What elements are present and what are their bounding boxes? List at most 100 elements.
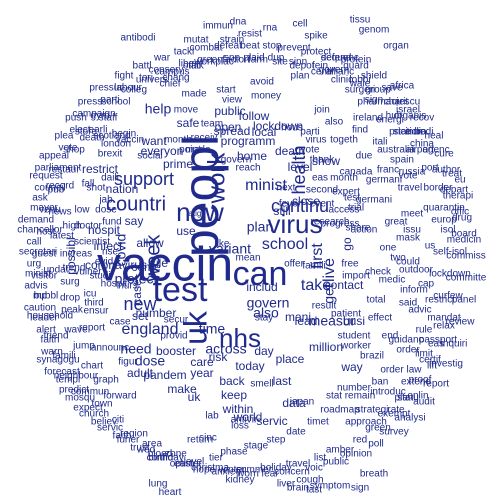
cloud-word: mayor [30, 203, 58, 214]
cloud-word: stage [244, 441, 269, 452]
cloud-word: store [75, 127, 98, 138]
cloud-word: offic [451, 207, 469, 218]
cloud-word: port [421, 163, 438, 174]
cloud-word: secur [164, 315, 189, 326]
cloud-word: icu [84, 289, 97, 300]
cloud-word: zone [165, 449, 187, 460]
cloud-word: tackl [174, 47, 195, 58]
cloud-word: neighbour [54, 371, 99, 382]
cloud-word: fall [82, 179, 95, 190]
cloud-word: loss [231, 421, 249, 432]
cloud-word: cure [434, 149, 454, 160]
cloud-word: vaccin [116, 135, 144, 146]
cloud-word: within [222, 402, 254, 416]
cloud-word: latest [50, 231, 74, 242]
cloud-word: household [27, 311, 73, 322]
cloud-word: prevent [277, 43, 311, 54]
cloud-word: list [314, 453, 326, 464]
cloud-word: event [310, 199, 335, 210]
cloud-word: trial [348, 203, 364, 214]
cloud-word: mosqu [65, 393, 95, 404]
cloud-word: figur [118, 357, 138, 368]
cloud-word: expert [332, 187, 360, 198]
cloud-word: commun [71, 387, 109, 398]
cloud-word: order [396, 345, 420, 356]
cloud-word: europ [431, 215, 457, 226]
cloud-word: brazil [360, 351, 384, 362]
cloud-word: record [46, 181, 74, 192]
cloud-word: chancellor [17, 225, 63, 236]
cloud-word: predict [59, 385, 89, 396]
cloud-word: make [167, 382, 197, 396]
cloud-word: work [203, 152, 230, 205]
cloud-word: border [424, 183, 454, 194]
cloud-word: russia [399, 167, 426, 178]
cloud-word: year [190, 366, 213, 380]
cloud-word: audit [413, 397, 435, 408]
cloud-word: green [197, 55, 223, 66]
cloud-word: red [353, 435, 367, 446]
cloud-word: parti [300, 127, 319, 138]
cloud-word: last [273, 374, 292, 388]
cloud-word: strain [220, 35, 244, 46]
cloud-word: itali [372, 137, 387, 148]
cloud-word: bubbl [34, 291, 58, 302]
cloud-word: research [311, 217, 350, 228]
cloud-word: synagogu [36, 355, 79, 366]
cloud-word: antibodi [120, 33, 155, 44]
cloud-word: fund [102, 217, 121, 228]
cloud-word: end [382, 331, 399, 342]
cloud-word: agenc [422, 145, 449, 156]
cloud-word: price [389, 127, 411, 138]
cloud-word: restrict [82, 162, 119, 176]
cloud-word: plan [247, 219, 273, 235]
cloud-word: certif [419, 355, 441, 366]
cloud-word: fight [115, 71, 134, 82]
cloud-word: day [254, 344, 273, 358]
cloud-word: show [312, 154, 340, 168]
cloud-word: kidney [226, 475, 255, 486]
cloud-word: protect [115, 271, 158, 287]
cloud-word: rate [387, 405, 405, 416]
cloud-word: medic [379, 275, 406, 286]
cloud-word: servic [97, 423, 123, 434]
cloud-word: surg [60, 277, 79, 288]
cloud-word: plan [395, 393, 414, 404]
cloud-word: save [381, 83, 403, 94]
cloud-word: world [233, 410, 263, 424]
cloud-word: call [26, 237, 41, 248]
cloud-word: treat [442, 169, 462, 180]
cloud-word: guidanc [388, 335, 423, 346]
cloud-word: adult [127, 366, 154, 380]
cloud-word: timet [307, 417, 329, 428]
cloud-word: worker [340, 341, 372, 352]
cloud-word: plan [291, 71, 310, 82]
cloud-word: vulner [74, 267, 102, 278]
cloud-word: request [29, 171, 63, 182]
cloud-word: spike [304, 31, 328, 42]
cloud-word: patient [331, 309, 361, 320]
cloud-word: cap [418, 279, 435, 290]
cloud-word: cell [292, 19, 307, 30]
cloud-word: factori [222, 55, 249, 66]
cloud-word: jump [72, 341, 95, 352]
cloud-word: togeth [330, 135, 358, 146]
cloud-word: share [345, 223, 370, 234]
cloud-word: liver [277, 479, 296, 490]
cloud-word: hub [386, 111, 403, 122]
cloud-word: test [344, 193, 360, 204]
cloud-word: blood [148, 449, 172, 460]
cloud-word: progress [321, 219, 360, 230]
cloud-word: health [289, 145, 309, 194]
cloud-word: now [176, 197, 224, 227]
cloud-word: restaur [48, 165, 80, 176]
cloud-word: alert [36, 325, 56, 336]
cloud-word: liber [179, 59, 199, 70]
cloud-word: place [276, 352, 305, 366]
cloud-word: outdoor [399, 265, 434, 276]
cloud-word: concern [274, 467, 310, 478]
cloud-word: report [423, 379, 449, 390]
cloud-word: region [120, 429, 148, 440]
cloud-word: anxieti [212, 467, 241, 478]
